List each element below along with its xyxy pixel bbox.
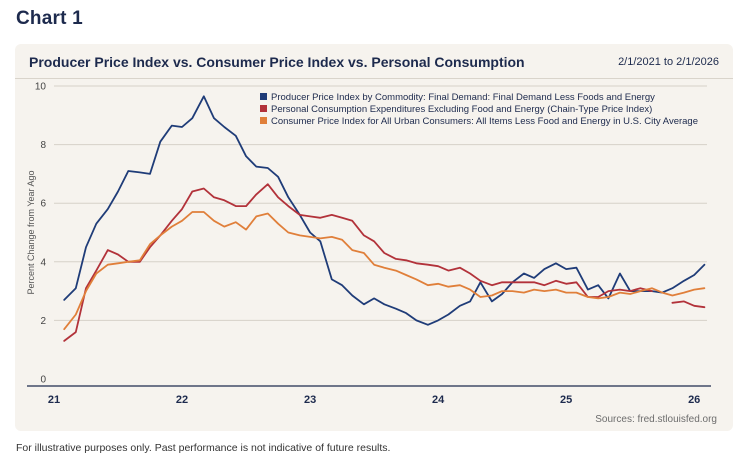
legend-swatch-cpi [260,117,267,124]
series-lines [63,95,706,342]
x-tick-label: 24 [432,394,445,406]
x-tick-label: 21 [48,394,60,406]
y-tick-label: 4 [40,257,46,268]
y-tick-label: 2 [40,316,46,327]
series-line-cpi [63,211,706,331]
y-tick-label: 0 [40,375,46,386]
grid-lines [54,85,707,321]
x-tick-label: 25 [560,394,572,406]
chart-title: Producer Price Index vs. Consumer Price … [29,54,525,70]
source-note: Sources: fred.stlouisfed.org [595,414,717,425]
card-header: Producer Price Index vs. Consumer Price … [15,44,733,79]
legend-swatch-ppi [260,93,267,100]
y-tick-label: 6 [40,199,46,210]
y-axis-title: Percent Change from Year Ago [26,170,36,294]
legend: Producer Price Index by Commodity: Final… [260,92,698,127]
series-line-pce [63,183,706,342]
x-tick-label: 26 [688,394,700,406]
y-tick-label: 10 [35,82,47,93]
legend-label-ppi: Producer Price Index by Commodity: Final… [271,92,655,103]
legend-label-pce: Personal Consumption Expenditures Exclud… [271,104,652,115]
series-line-ppi [63,95,706,326]
date-range: 2/1/2021 to 2/1/2026 [618,56,719,68]
chart-card: Producer Price Index vs. Consumer Price … [15,44,733,431]
y-tick-label: 8 [40,140,46,151]
disclaimer-footer: For illustrative purposes only. Past per… [16,442,391,454]
legend-label-cpi: Consumer Price Index for All Urban Consu… [271,116,698,127]
x-tick-label: 22 [176,394,188,406]
page-heading: Chart 1 [16,8,83,29]
x-tick-label: 23 [304,394,316,406]
legend-swatch-pce [260,105,267,112]
